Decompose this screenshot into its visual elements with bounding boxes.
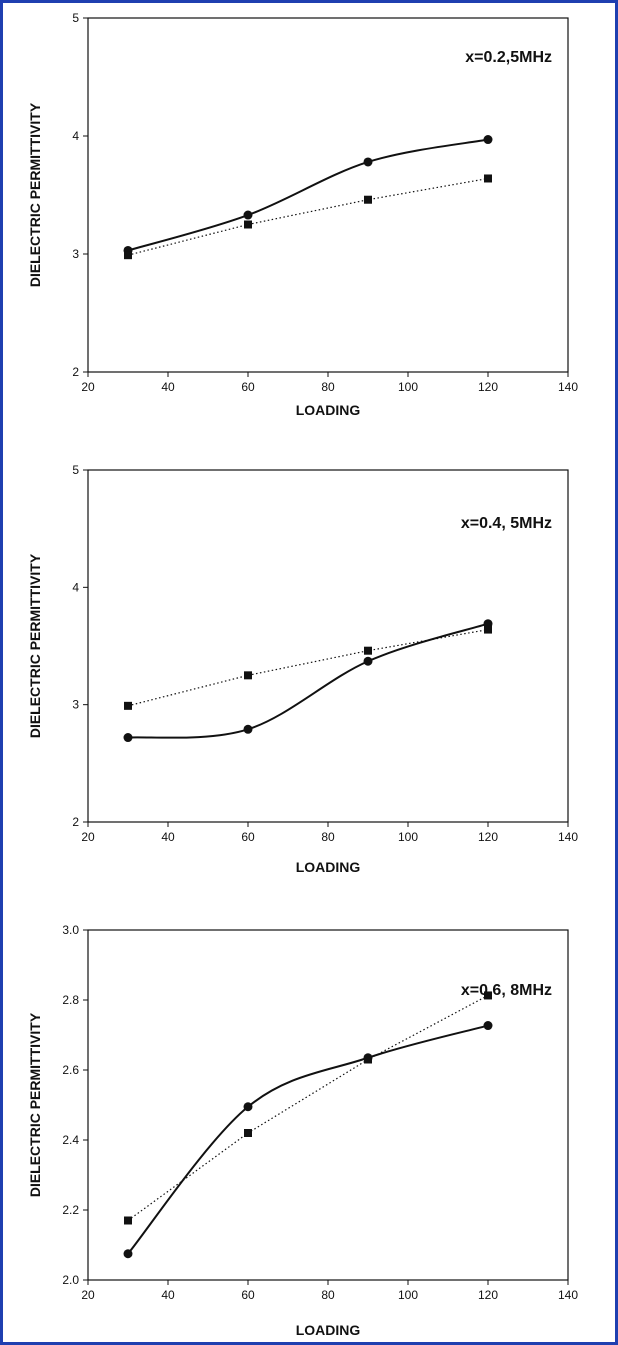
y-axis-label: DIELECTRIC PERMITTIVITY — [27, 553, 43, 738]
x-tick-label: 140 — [558, 830, 578, 844]
data-point-circle — [243, 210, 253, 220]
y-tick-label: 5 — [72, 463, 79, 477]
y-tick-label: 4 — [72, 580, 79, 594]
y-tick-label: 2.6 — [62, 1063, 79, 1077]
x-tick-label: 80 — [321, 830, 335, 844]
y-tick-label: 2 — [72, 365, 79, 379]
x-tick-label: 120 — [478, 830, 498, 844]
y-axis-label: DIELECTRIC PERMITTIVITY — [27, 102, 43, 287]
y-tick-label: 2.8 — [62, 993, 79, 1007]
data-point-square — [124, 1216, 132, 1225]
x-tick-label: 80 — [321, 380, 335, 394]
data-point-circle — [483, 1021, 493, 1031]
data-point-square — [484, 991, 492, 1000]
chart-panel-3: 20 40 60 80 100 120 140 2.0 2.2 2.4 2.6 2.8 3.0 LOADI… — [27, 923, 578, 1338]
data-point-circle — [483, 135, 493, 145]
data-point-square — [364, 195, 372, 204]
data-point-square — [124, 251, 132, 260]
y-tick-label: 5 — [72, 11, 79, 25]
chart-panel-1: 20 40 60 80 100 120 140 2 3 4 5 LOADING DIELECTRIC P… — [27, 11, 578, 418]
data-point-square — [244, 671, 252, 680]
x-tick-label: 100 — [398, 380, 418, 394]
y-tick-label: 4 — [72, 129, 79, 143]
y-tick-label: 3 — [72, 247, 79, 261]
x-axis-label: LOADING — [296, 1322, 361, 1338]
x-tick-label: 100 — [398, 830, 418, 844]
panel-annotation: x=0.6, 8MHz — [461, 982, 552, 999]
x-tick-label: 140 — [558, 380, 578, 394]
data-point-square — [484, 625, 492, 634]
x-tick-label: 60 — [241, 380, 255, 394]
x-tick-label: 20 — [81, 380, 95, 394]
x-tick-label: 80 — [321, 1288, 335, 1302]
x-tick-label: 40 — [161, 1288, 175, 1302]
y-tick-label: 2.2 — [62, 1203, 79, 1217]
series-line-circle — [127, 622, 489, 739]
y-axis-label: DIELECTRIC PERMITTIVITY — [27, 1012, 43, 1197]
data-point-square — [244, 220, 252, 229]
x-tick-label: 40 — [161, 380, 175, 394]
chart-panel-2: 20 40 60 80 100 120 140 2 3 4 5 LOADING DIELECTRIC P… — [27, 463, 578, 875]
data-point-square — [364, 646, 372, 655]
x-axis-label: LOADING — [296, 859, 361, 875]
panel-annotation: x=0.4, 5MHz — [461, 515, 552, 532]
y-tick-label: 2.0 — [62, 1273, 79, 1287]
x-tick-label: 20 — [81, 1288, 95, 1302]
data-point-square — [244, 1129, 252, 1137]
panel-annotation: x=0.2,5MHz — [465, 49, 552, 66]
data-point-circle — [123, 733, 133, 743]
data-point-circle — [363, 656, 373, 666]
y-tick-label: 3 — [72, 698, 79, 712]
series-line-square — [127, 628, 489, 707]
x-tick-label: 120 — [478, 380, 498, 394]
x-tick-label: 40 — [161, 830, 175, 844]
y-tick-label: 3.0 — [62, 923, 79, 937]
data-point-square — [364, 1055, 372, 1064]
data-point-circle — [123, 1249, 133, 1259]
series-line-square — [127, 994, 489, 1221]
data-point-circle — [243, 1102, 253, 1112]
data-point-circle — [243, 724, 253, 734]
y-tick-label: 2.4 — [62, 1133, 79, 1147]
data-point-circle — [363, 157, 373, 167]
x-axis-label: LOADING — [296, 402, 361, 418]
x-tick-label: 60 — [241, 1288, 255, 1302]
x-tick-label: 140 — [558, 1288, 578, 1302]
series-line-circle — [127, 138, 489, 252]
series-line-square — [127, 177, 489, 256]
x-tick-label: 100 — [398, 1288, 418, 1302]
y-tick-label: 2 — [72, 815, 79, 829]
data-point-square — [484, 174, 492, 183]
x-tick-label: 120 — [478, 1288, 498, 1302]
series-line-circle — [127, 1024, 489, 1255]
x-tick-label: 20 — [81, 830, 95, 844]
x-tick-label: 60 — [241, 830, 255, 844]
plot-area-frame — [87, 17, 569, 373]
data-point-square — [124, 701, 132, 710]
